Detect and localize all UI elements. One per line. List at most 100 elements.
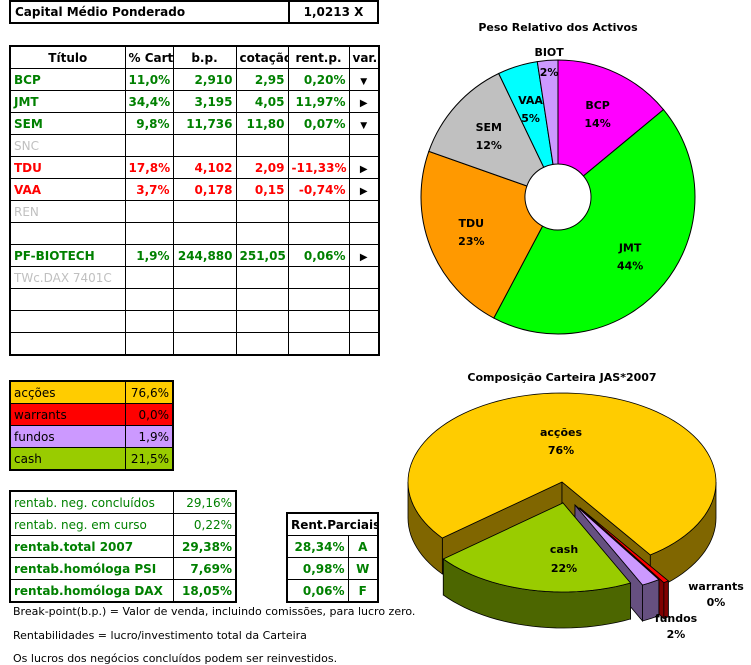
donut-label: BIOT [534, 46, 564, 59]
ticker-cell: PF-BIOTECH [9, 244, 126, 267]
allocation-row: fundos 1,9% [9, 425, 174, 448]
pie3d-title: Composição Carteira JAS*2007 [467, 371, 656, 384]
rent-cell [287, 266, 350, 289]
pct-cell: 9,8% [124, 112, 174, 135]
pie3d-value-label: 76% [548, 444, 574, 457]
cot-cell [235, 222, 289, 245]
allocation-value: 21,5% [124, 447, 174, 471]
table-row[interactable]: TDU 17,8% 4,102 2,09 -11,33% ▶ [9, 156, 380, 179]
partial-returns-header-row: Rent.Parciais [286, 512, 379, 536]
cot-cell [235, 134, 289, 157]
returns-row: rentab.total 2007 29,38% [9, 535, 237, 558]
pie3d-chart: Composição Carteira JAS*2007 acções 76% ca… [407, 371, 744, 641]
bp-cell: 2,910 [172, 68, 237, 91]
var-cell: ▼ [348, 112, 380, 135]
table-row[interactable] [9, 332, 380, 356]
returns-value: 0,22% [172, 513, 237, 536]
rent-cell [287, 222, 350, 245]
var-cell: ▶ [348, 178, 380, 201]
cot-cell [235, 200, 289, 223]
bp-cell: 244,880 [172, 244, 237, 267]
ticker-cell: VAA [9, 178, 126, 201]
allocation-value: 76,6% [124, 380, 174, 404]
capital-medio-box: Capital Médio Ponderado 1,0213 X [9, 0, 379, 24]
ticker-cell [9, 332, 126, 356]
bp-cell [172, 222, 237, 245]
table-row[interactable]: SNC [9, 134, 380, 157]
pie3d-label: acções [540, 426, 582, 439]
returns-label: rentab.homóloga PSI [9, 557, 174, 580]
bp-cell [172, 134, 237, 157]
partial-value: 0,06% [286, 579, 349, 603]
rent-cell: 11,97% [287, 90, 350, 113]
column-header: Título [9, 45, 126, 69]
table-row[interactable]: REN [9, 200, 380, 223]
table-header-row: Título% Cart b.p. cotação rent.p. var. [9, 45, 380, 69]
partial-value: 0,98% [286, 557, 349, 580]
donut-chart: Peso Relativo dos Activos BCP 14% JMT 44% TD… [420, 21, 696, 335]
bp-cell [172, 310, 237, 333]
pct-cell [124, 134, 174, 157]
cot-cell [235, 288, 289, 311]
ticker-cell [9, 310, 126, 333]
allocation-label: acções [9, 380, 126, 404]
table-row[interactable]: SEM 9,8% 11,736 11,80 0,07% ▼ [9, 112, 380, 135]
cot-cell: 2,09 [235, 156, 289, 179]
allocation-label: warrants [9, 403, 126, 426]
rent-cell: 0,06% [287, 244, 350, 267]
portfolio-table: Título% Cart b.p. cotação rent.p. var. BCP 11,… [9, 45, 380, 356]
var-cell [348, 288, 380, 311]
donut-slice-sem [428, 72, 545, 187]
pct-cell [124, 222, 174, 245]
cot-cell: 251,05 [235, 244, 289, 267]
bp-cell [172, 332, 237, 356]
table-row[interactable] [9, 222, 380, 245]
partial-returns-title: Rent.Parciais [286, 512, 379, 536]
pct-cell [124, 332, 174, 356]
donut-label: VAA [518, 94, 543, 107]
pct-cell: 1,9% [124, 244, 174, 267]
pct-cell [124, 288, 174, 311]
var-cell [348, 310, 380, 333]
donut-value-label: 2% [540, 66, 559, 79]
pie3d-value-label: 2% [667, 628, 686, 641]
returns-label: rentab. neg. em curso [9, 513, 174, 536]
cot-cell [235, 332, 289, 356]
partial-code: A [347, 535, 379, 558]
table-row[interactable] [9, 288, 380, 311]
donut-value-label: 12% [476, 139, 502, 152]
returns-row: rentab.homóloga DAX 18,05% [9, 579, 237, 603]
cot-cell: 2,95 [235, 68, 289, 91]
column-header: cotação [235, 45, 289, 69]
table-row[interactable] [9, 310, 380, 333]
table-row[interactable]: VAA 3,7% 0,178 0,15 -0,74% ▶ [9, 178, 380, 201]
returns-label: rentab.homóloga DAX [9, 579, 174, 603]
bp-cell: 4,102 [172, 156, 237, 179]
donut-slice-tdu [420, 150, 544, 319]
pie3d-slice-cash [442, 501, 632, 629]
pie3d-value-label: 22% [551, 562, 577, 575]
table-row[interactable]: TWc.DAX 7401C [9, 266, 380, 289]
column-header: rent.p. [287, 45, 350, 69]
partial-code: W [347, 557, 379, 580]
returns-table: rentab. neg. concluídos 29,16% rentab. neg… [9, 490, 237, 603]
table-row[interactable]: JMT 34,4% 3,195 4,05 11,97% ▶ [9, 90, 380, 113]
rent-cell: -0,74% [287, 178, 350, 201]
pct-cell: 34,4% [124, 90, 174, 113]
allocation-value: 1,9% [124, 425, 174, 448]
rent-cell [287, 134, 350, 157]
column-header: % Cart [124, 45, 174, 69]
var-cell [348, 200, 380, 223]
var-cell [348, 134, 380, 157]
donut-label: SEM [476, 121, 502, 134]
returns-row: rentab.homóloga PSI 7,69% [9, 557, 237, 580]
right-triangle-icon: ▶ [359, 185, 368, 197]
note-break-point: Break-point(b.p.) = Valor de venda, incl… [13, 605, 416, 618]
table-row[interactable]: PF-BIOTECH 1,9% 244,880 251,05 0,06% ▶ [9, 244, 380, 267]
table-row[interactable]: BCP 11,0% 2,910 2,95 0,20% ▼ [9, 68, 380, 91]
allocation-row: acções 76,6% [9, 380, 174, 404]
returns-row: rentab. neg. em curso 0,22% [9, 513, 237, 536]
var-cell [348, 332, 380, 356]
ticker-cell: SEM [9, 112, 126, 135]
bp-cell [172, 200, 237, 223]
